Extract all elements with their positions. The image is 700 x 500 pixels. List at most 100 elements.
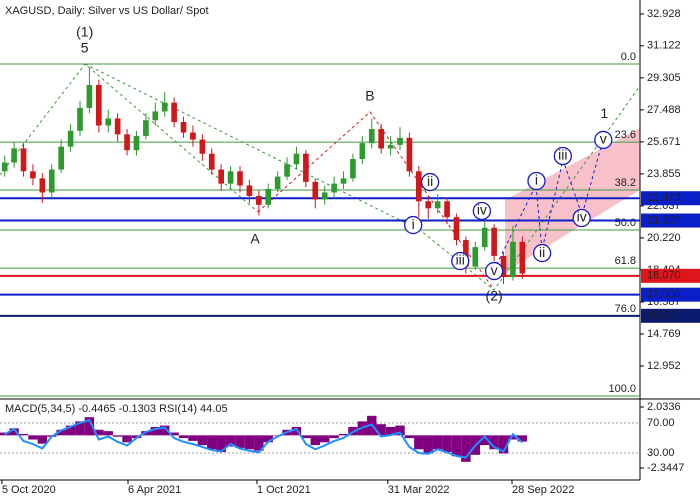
candle-body <box>312 181 319 200</box>
macd-bar <box>103 431 113 436</box>
candle-body <box>105 118 112 126</box>
macd-bar <box>489 435 499 450</box>
wave-label: B <box>365 88 374 104</box>
candle-body <box>67 130 74 147</box>
wave-label: i <box>412 216 415 232</box>
macd-bar <box>414 435 424 450</box>
macd-bar <box>37 435 48 444</box>
macd-bar <box>404 435 415 439</box>
x-tick-label: 31 Mar 2022 <box>388 484 450 496</box>
fib-label: 38.2 <box>615 177 636 189</box>
candle-body <box>434 201 441 209</box>
fib-label: 76.0 <box>615 303 636 315</box>
candle-body <box>331 183 337 193</box>
candle-body <box>274 176 281 189</box>
macd-bar <box>254 435 264 451</box>
wave-label: ii <box>427 173 433 189</box>
y-tick-label: 70.00 <box>647 417 675 429</box>
candle-body <box>265 188 272 205</box>
level-label: 17.000 <box>647 289 681 301</box>
fib-label: 50.0 <box>615 217 636 229</box>
y-tick-label: 30.00 <box>647 447 675 459</box>
macd-bar <box>338 433 349 436</box>
candle-body <box>20 148 27 172</box>
wave-circle <box>472 201 492 221</box>
candle-body <box>227 171 234 184</box>
macd-bar <box>160 425 170 436</box>
macd-bar <box>112 435 123 437</box>
y-tick-label: 14.769 <box>647 328 681 340</box>
candle-body <box>86 84 93 108</box>
wave-circle <box>451 251 470 271</box>
chart-title: XAGUSD, Daily: Silver vs US Dollar/ Spot <box>5 5 209 17</box>
wave-label: v <box>491 262 498 278</box>
candle-body <box>77 107 83 131</box>
macd-bar <box>197 435 208 446</box>
level-box <box>641 287 700 302</box>
candle-body <box>472 247 479 267</box>
candle-body <box>30 171 36 179</box>
candle-body <box>161 102 168 112</box>
candle-body <box>453 217 460 241</box>
macd-bar <box>376 424 386 436</box>
x-tick-label: 1 Oct 2021 <box>257 484 311 496</box>
macd-bar <box>131 435 142 439</box>
macd-bar <box>263 435 273 443</box>
wave-circle <box>527 171 546 191</box>
candle-body <box>397 137 403 145</box>
macd-bar <box>451 435 462 457</box>
macd-bar <box>207 435 217 450</box>
macd-bar <box>9 428 19 436</box>
macd-bar <box>56 429 66 436</box>
macd-bar <box>188 435 198 441</box>
macd-bar <box>385 426 396 436</box>
candle-body <box>444 201 450 218</box>
macd-bar <box>517 435 528 442</box>
y-tick-label: 25.671 <box>647 136 681 148</box>
macd-bar <box>395 425 405 436</box>
candle-body <box>11 148 17 163</box>
macd-bar <box>225 435 236 447</box>
macd-bar <box>320 435 330 443</box>
wave-circle <box>484 261 504 281</box>
candle-body <box>133 136 140 151</box>
candle-body <box>256 195 262 205</box>
fib-label: 61.8 <box>615 255 636 267</box>
wave-circle <box>532 243 552 263</box>
level-label: 18.070 <box>647 270 681 282</box>
macd-bar <box>508 435 518 440</box>
candle-body <box>368 129 375 144</box>
y-tick-label: 2.0336 <box>647 401 681 413</box>
level-box <box>641 213 700 228</box>
macd-bar <box>28 435 38 440</box>
wave-circle <box>594 130 613 150</box>
wave-line <box>257 111 495 291</box>
x-tick-label: 6 Apr 2021 <box>128 484 181 496</box>
macd-bar <box>141 431 151 436</box>
candle-body <box>48 169 55 193</box>
candle-body <box>491 227 497 256</box>
macd-bar <box>498 435 509 454</box>
candle-body <box>58 146 64 170</box>
macd-bar <box>301 435 311 439</box>
wave-label: A <box>250 231 260 247</box>
candle-body <box>519 241 526 274</box>
fib-label: 100.0 <box>608 383 636 395</box>
y-tick-label: 20.220 <box>647 232 681 244</box>
indicator-title: MACD(5,34,5) -0.4465 -0.1303 RSI(14) 44.… <box>5 403 228 415</box>
y-tick-label: 32.928 <box>647 8 681 20</box>
level-box <box>641 191 700 206</box>
forecast-channel <box>505 128 640 272</box>
candle-body <box>124 134 130 151</box>
wave-label: iv <box>577 209 587 225</box>
macd-bar <box>150 426 160 436</box>
candle-body <box>208 153 215 170</box>
wave-circle <box>404 215 423 235</box>
macd-bar <box>94 429 104 436</box>
wave-label: ii <box>539 244 545 260</box>
macd-bar <box>329 435 339 439</box>
candle-body <box>152 111 159 121</box>
